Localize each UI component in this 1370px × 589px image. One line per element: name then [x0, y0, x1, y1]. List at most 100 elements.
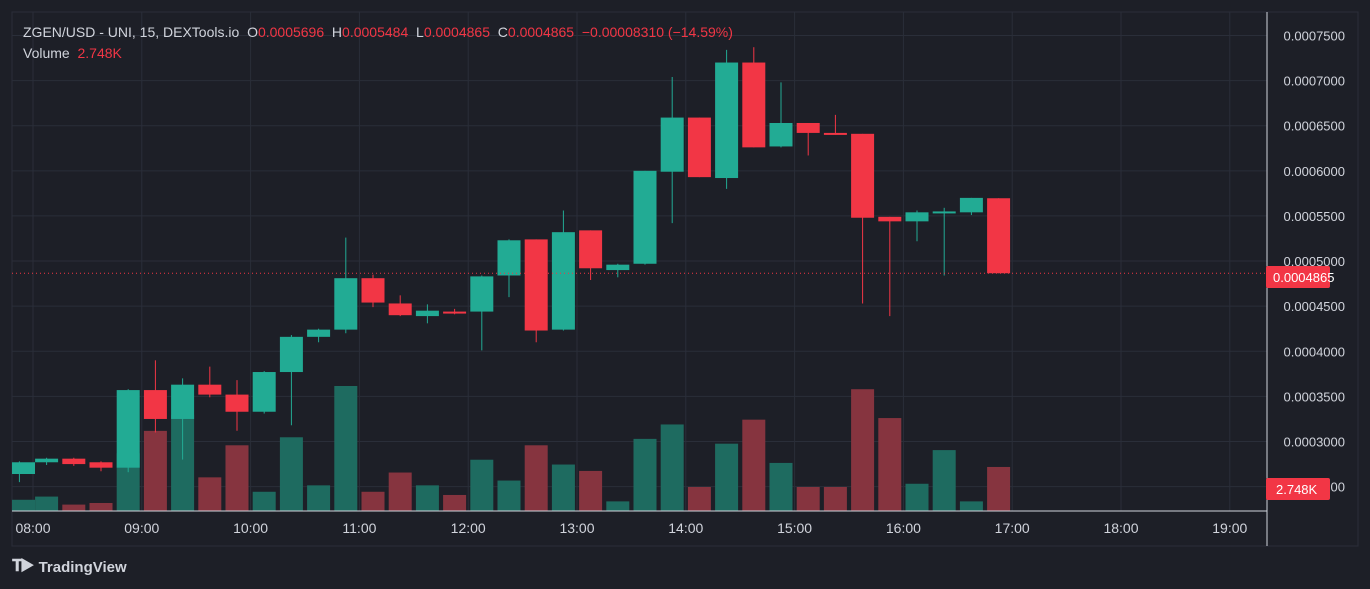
x-tick-label: 08:00 [15, 520, 50, 536]
volume-bar [143, 430, 167, 511]
candle-body [524, 239, 548, 331]
legend-change: −0.00008310 (−14.59%) [581, 24, 733, 40]
price-candles [12, 47, 1011, 483]
tradingview-brand[interactable]: 𝐓▶ TradingView [12, 558, 127, 576]
candle-body [89, 462, 113, 468]
candle-body [225, 394, 249, 412]
volume-bars [12, 386, 1011, 511]
candle-body [687, 117, 711, 178]
candle-body [633, 170, 657, 264]
y-tick-label: 0.0003500 [1284, 389, 1345, 404]
candle-body [35, 458, 59, 463]
candle-body [252, 372, 276, 412]
volume-bar [987, 466, 1011, 511]
volume-badge-bg [1266, 478, 1330, 500]
volume-bar [742, 419, 766, 511]
volume-bar [443, 494, 467, 511]
candle-body [660, 117, 684, 172]
y-tick-label: 0.0006000 [1284, 164, 1345, 179]
x-tick-label: 10:00 [233, 520, 268, 536]
volume-bar [769, 462, 793, 511]
volume-bar [171, 414, 195, 511]
candle-body [851, 133, 875, 218]
volume-bar [551, 464, 575, 511]
volume-bar [959, 501, 983, 511]
volume-bar [252, 491, 276, 511]
volume-bar [796, 486, 820, 511]
legend-low-value: 0.0004865 [423, 24, 490, 40]
candle-body [62, 458, 86, 465]
volume-bar [198, 477, 222, 511]
candle-body [388, 303, 412, 316]
volume-bar [116, 453, 140, 511]
candle-body [823, 132, 847, 135]
volume-bar [524, 445, 548, 511]
candle-body [769, 122, 793, 147]
candle-body [415, 310, 439, 317]
legend-high-label: H [331, 24, 343, 40]
volume-bar [35, 496, 59, 511]
legend-close-value: 0.0004865 [507, 24, 575, 40]
chart-frame [11, 11, 1359, 547]
volume-bar [660, 424, 684, 511]
legend-open-label: O [247, 24, 258, 40]
y-tick-label: 0.0005500 [1284, 209, 1345, 224]
candle-body [171, 384, 195, 419]
volume-bar [307, 485, 331, 511]
candle-body [307, 329, 331, 337]
legend-close-label: C [497, 24, 508, 40]
volume-bar [12, 499, 35, 511]
volume-bar [633, 438, 657, 511]
volume-bar [361, 491, 385, 511]
volume-bar [225, 445, 249, 511]
volume-legend: Volume 2.748K [23, 45, 122, 61]
price-badge-bg [1266, 266, 1330, 288]
y-tick-label: 0.0005000 [1284, 254, 1345, 269]
volume-badge: 2.748K [1266, 478, 1330, 500]
legend-volume-label: Volume [23, 45, 70, 61]
ohlc-legend: ZGEN/USD - UNI, 15, DEXTools.io O0.00056… [23, 24, 733, 40]
x-tick-label: 14:00 [668, 520, 703, 536]
candle-body [143, 390, 167, 419]
volume-bar [279, 437, 303, 511]
candle-body [551, 232, 575, 330]
candle-body [905, 212, 929, 222]
volume-bar [878, 418, 902, 511]
candle-body [606, 264, 630, 271]
candle-body [742, 62, 766, 148]
price-badge: 0.0004865 [1266, 266, 1334, 288]
candle-body [279, 336, 303, 373]
volume-bar [851, 389, 875, 511]
volume-bar [579, 470, 603, 511]
volume-bar [388, 472, 412, 511]
volume-bar [497, 480, 521, 511]
legend-open-value: 0.0005696 [257, 24, 325, 40]
x-tick-label: 15:00 [777, 520, 812, 536]
candle-body [361, 278, 385, 303]
x-tick-label: 09:00 [124, 520, 159, 536]
candle-body [198, 384, 222, 395]
volume-bar [715, 443, 739, 511]
brand-name: TradingView [38, 558, 127, 576]
y-tick-label: 0.0006500 [1284, 119, 1345, 134]
x-tick-label: 11:00 [342, 520, 376, 536]
candle-body [959, 197, 983, 213]
candle-body [470, 276, 494, 312]
volume-bar [687, 486, 711, 511]
time-axis[interactable]: 08:00 09:00 10:00 11:00 12:00 13:00 14:00 15:00… [15, 520, 1247, 536]
volume-bar [606, 501, 630, 511]
candle-body [579, 230, 603, 269]
candle-body [443, 311, 467, 314]
candle-body [12, 462, 35, 475]
legend-symbol: ZGEN/USD - UNI, 15, DEXTools.io [23, 24, 240, 40]
volume-badge-text: 2.748K [1276, 482, 1318, 497]
tradingview-logo-icon: 𝐓▶ [12, 558, 35, 575]
candle-body [932, 211, 956, 214]
x-tick-label: 16:00 [886, 520, 921, 536]
volume-bar [905, 483, 929, 511]
price-badge-text: 0.0004865 [1273, 270, 1334, 285]
x-tick-label: 13:00 [559, 520, 594, 536]
volume-bar [932, 450, 956, 511]
x-tick-label: 17:00 [995, 520, 1030, 536]
